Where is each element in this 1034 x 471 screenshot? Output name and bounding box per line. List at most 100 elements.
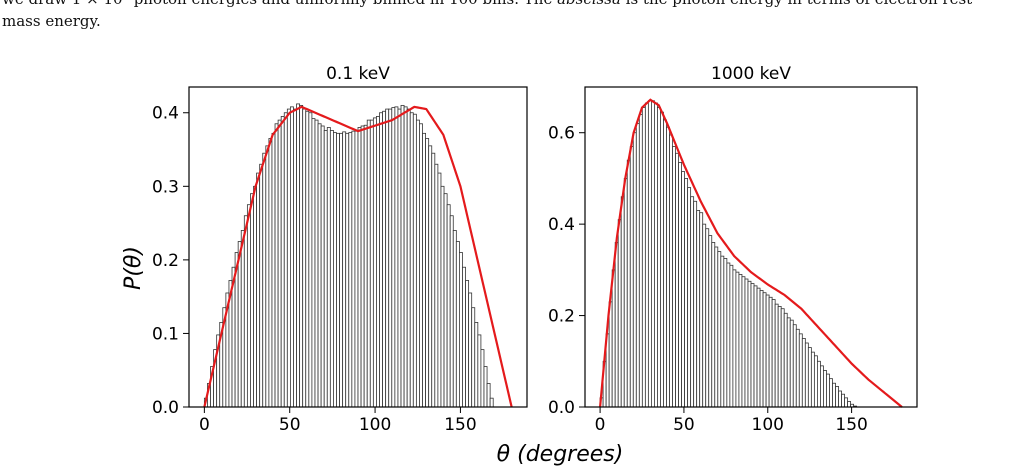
x-tick-label: 50 (279, 415, 301, 435)
histogram-bar (354, 130, 359, 408)
histogram-bar (274, 123, 279, 408)
x-tick-label: 100 (752, 415, 784, 435)
histogram-bar (259, 163, 264, 408)
histogram-bar (277, 119, 282, 408)
fit-curve (598, 98, 903, 408)
histogram-bar (336, 132, 340, 408)
histogram-bar (409, 112, 414, 408)
histogram-bar (446, 204, 451, 408)
histogram-bar (403, 106, 408, 408)
histogram-bar (379, 112, 383, 408)
histogram-bar (789, 319, 794, 408)
histogram-bar (289, 106, 294, 408)
histogram-bar (400, 104, 405, 408)
histogram-bar (299, 104, 304, 408)
histogram-bar (268, 138, 273, 408)
histogram-bar (813, 355, 818, 408)
histogram-bar (305, 110, 310, 408)
panel-left: 0 50 100 150 0.0 0.1 0.2 0.3 0.4 0.1 keV (152, 64, 528, 435)
histogram-bar (474, 322, 479, 408)
histogram-bar (747, 280, 752, 408)
histogram-bar (240, 230, 245, 408)
axes-frame (188, 86, 528, 408)
histogram-bar (237, 241, 242, 408)
histogram-bar (458, 252, 463, 408)
histogram-bar (823, 370, 827, 408)
histogram-bar (635, 123, 640, 408)
histogram-bar (489, 397, 494, 408)
histogram-bar (641, 107, 646, 408)
histogram-bar (317, 123, 322, 408)
histogram-bar (807, 347, 812, 408)
histogram-bar (468, 292, 473, 408)
histogram-bar (480, 349, 485, 408)
histogram-bar (638, 114, 643, 408)
histogram-bar (690, 196, 695, 408)
histogram-bar (620, 196, 625, 408)
histogram-bar (666, 126, 670, 408)
x-tick-label: 0 (199, 415, 210, 435)
histogram-bar (265, 145, 270, 408)
histogram-bar (762, 292, 767, 408)
x-tick-label: 150 (835, 415, 867, 435)
histogram-bar (798, 333, 803, 408)
histogram-bar (675, 152, 679, 408)
y-tick-label: 0.4 (548, 215, 575, 235)
caption-line-1: we draw 1 × 106 photon energies and unif… (2, 0, 1034, 10)
histogram-bar (705, 228, 710, 408)
histogram-bar (360, 125, 365, 408)
histogram-bar (397, 108, 402, 408)
panel-right: 0 50 100 150 0.0 0.2 0.4 0.6 1000 keV (548, 64, 918, 435)
histogram-bar (250, 193, 254, 408)
histogram-bar (714, 246, 719, 408)
histogram-bar (735, 271, 740, 408)
histogram-bar (738, 274, 743, 408)
histogram-bar (750, 283, 755, 408)
histogram-bar (394, 106, 399, 408)
histogram-bar (654, 102, 658, 408)
histogram-bar (783, 312, 788, 408)
histogram-bar (626, 159, 631, 408)
histogram-bar (657, 107, 661, 408)
histogram-bar (614, 242, 619, 408)
histogram-bar (486, 383, 491, 408)
histogram-bar (412, 113, 417, 408)
y-tick-label: 0.1 (152, 324, 179, 344)
histogram-bar (391, 107, 396, 408)
histogram-bar (314, 119, 319, 408)
histogram-bar (366, 119, 371, 408)
histogram-bar (286, 108, 291, 408)
y-tick-label: 0.3 (152, 177, 179, 197)
histogram-bar (449, 215, 454, 408)
histogram-bar (385, 108, 390, 408)
histogram-bar (483, 366, 488, 408)
panel-title: 0.1 keV (326, 64, 390, 84)
histogram-bar (256, 172, 261, 408)
y-tick-label: 0.6 (548, 124, 575, 144)
histogram-bar (326, 127, 331, 408)
histogram-bar (283, 112, 288, 408)
histogram-bar (651, 100, 655, 408)
histogram-bar (623, 178, 628, 408)
histogram-bar (388, 108, 393, 408)
histogram-bar (696, 210, 701, 408)
histogram-bar (452, 230, 457, 408)
histogram-bar (363, 124, 368, 408)
histogram-bar (629, 146, 634, 408)
histogram-bar (678, 162, 682, 408)
histogram-bar (699, 212, 704, 408)
histogram-bar (431, 152, 436, 408)
histogram-bar (759, 290, 764, 408)
histogram-bar (777, 306, 782, 408)
histogram-bar (687, 187, 692, 408)
histogram-bar (717, 251, 722, 408)
x-tick-label: 100 (359, 415, 391, 435)
histogram-bar (351, 130, 356, 408)
caption-line-2: mass energy. (2, 12, 101, 30)
histogram-bar (817, 360, 821, 408)
histogram-bar (792, 324, 797, 408)
histogram-bar (462, 266, 466, 408)
histogram-bar (440, 185, 445, 408)
histogram-bar (465, 280, 470, 408)
